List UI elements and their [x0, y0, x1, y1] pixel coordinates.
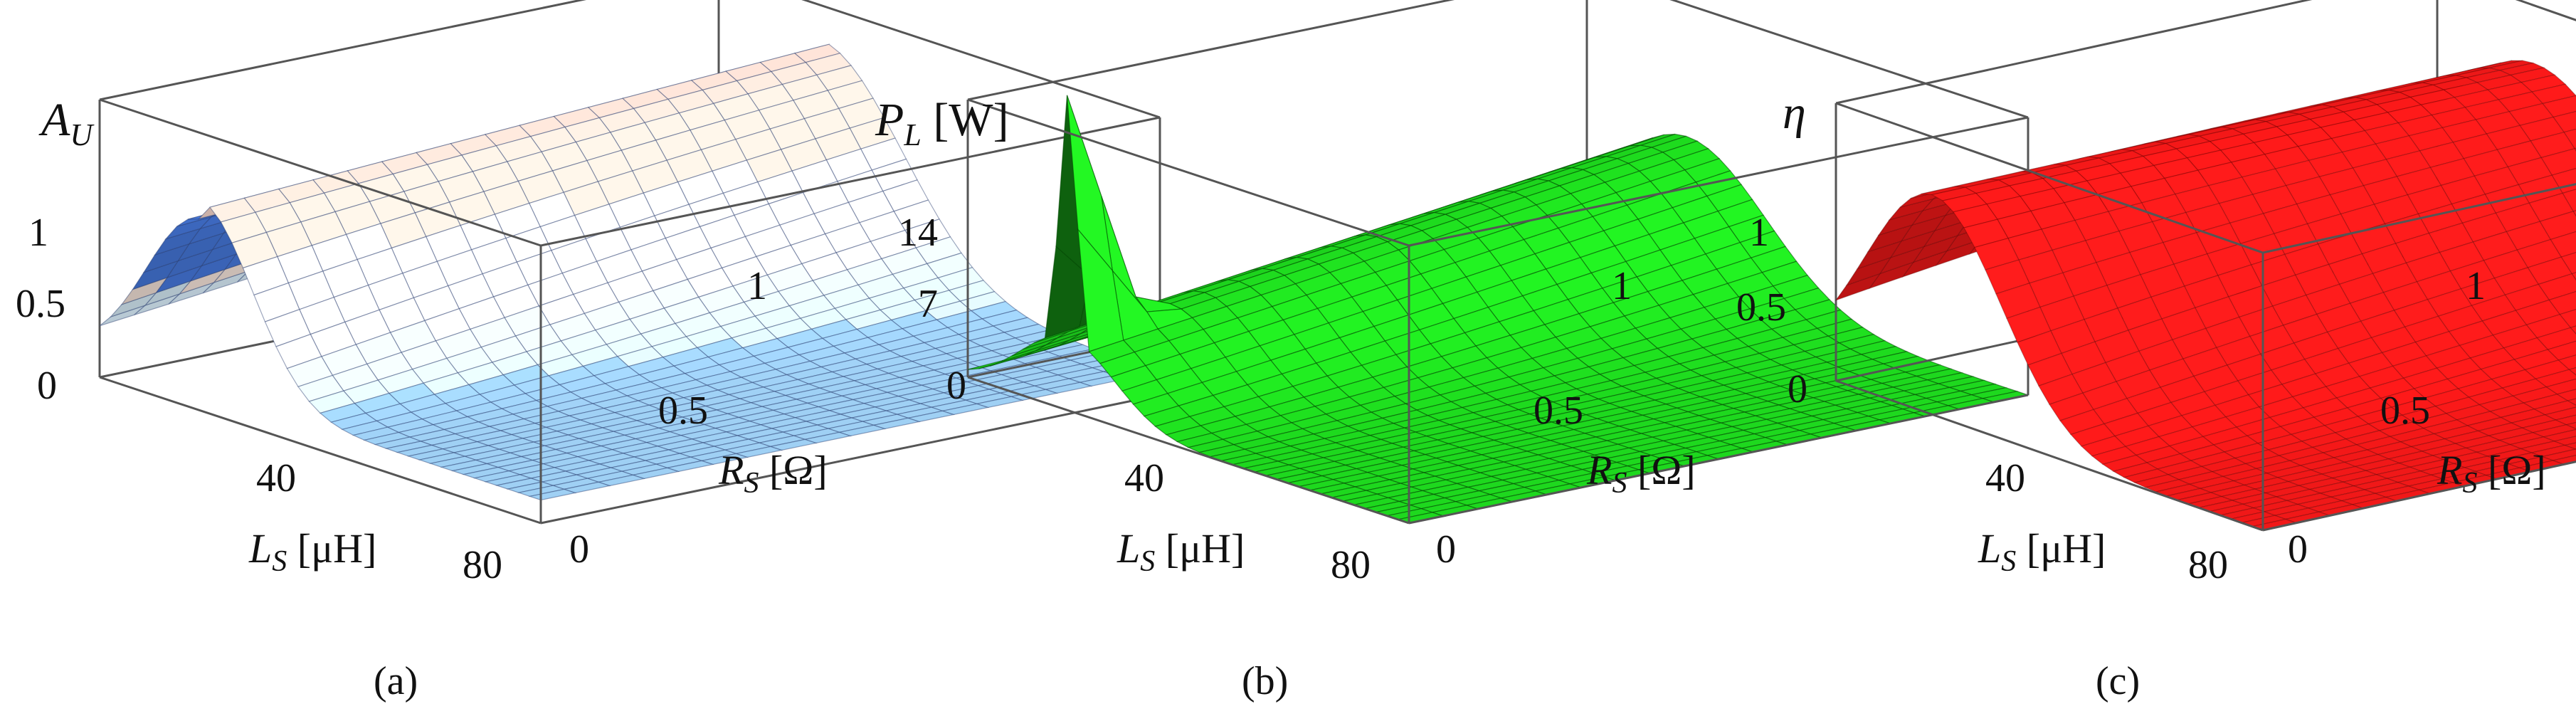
y-tick-1: 1 — [1612, 264, 1632, 308]
box-edge — [1669, 0, 2029, 119]
surface-patch — [596, 474, 646, 487]
x-tick-40: 40 — [256, 456, 296, 500]
surface-patch — [665, 460, 715, 473]
surface-patch — [906, 410, 956, 423]
z-tick-1: 1 — [1749, 211, 1769, 255]
y-tick-1: 1 — [2466, 264, 2486, 308]
surface-patch — [2565, 421, 2576, 430]
z-axis-label-c: η — [1783, 87, 1806, 139]
surface-patch — [1009, 389, 1059, 401]
surface-patch — [803, 431, 852, 444]
box-edge — [99, 98, 542, 247]
z-tick-0.5: 0.5 — [1736, 285, 1786, 330]
surface-a — [99, 43, 1162, 501]
box-front-edges — [1835, 0, 2576, 532]
y-tick-0.5: 0.5 — [2380, 389, 2430, 433]
surface-patch — [2539, 211, 2576, 241]
surface-patch — [1044, 381, 1093, 394]
surface-patch — [700, 453, 749, 465]
z-tick-0: 0 — [37, 364, 57, 408]
box-edge — [967, 0, 1455, 101]
x-axis-label-a: LS [μH] — [248, 525, 376, 578]
surface-patch — [2559, 309, 2576, 329]
y-tick-0.5: 0.5 — [658, 389, 708, 433]
surface-patch — [2560, 252, 2576, 275]
x-tick-40: 40 — [1985, 456, 2025, 500]
surface-patch — [838, 424, 887, 437]
surface-b — [967, 95, 2030, 524]
surface-patch — [2563, 128, 2576, 149]
surface-patch — [2543, 406, 2576, 421]
y-axis-label-b: RS [Ω] — [1586, 447, 1696, 500]
x-tick-80: 80 — [463, 543, 502, 587]
z-tick-1: 1 — [28, 211, 48, 255]
x-axis-label-b: LS [μH] — [1117, 525, 1245, 578]
y-tick-1: 1 — [747, 264, 767, 308]
z-tick-7: 7 — [918, 282, 938, 326]
box-edge — [2262, 183, 2576, 254]
caption-b: (b) — [1242, 659, 1288, 703]
surface-patch — [2570, 325, 2576, 335]
surface-patch — [872, 417, 922, 430]
box-edge — [1835, 102, 2264, 254]
x-axis-label-c: LS [μH] — [1978, 525, 2106, 578]
surface-patch — [2571, 272, 2576, 281]
box-edge — [99, 376, 542, 525]
box-edge — [540, 394, 1161, 525]
box-edge — [1835, 379, 2264, 532]
caption-c: (c) — [2096, 659, 2140, 703]
y-tick-0: 0 — [2288, 527, 2308, 572]
panel-a: AU 1 0.5 0 40 80 LS [μH] 0 0.5 1 RS [Ω] … — [16, 0, 1162, 703]
surface-patch — [562, 481, 612, 494]
surface-patch — [2533, 400, 2576, 416]
box-edge — [1408, 116, 2029, 247]
surface-patch — [631, 467, 680, 480]
surface-patch — [941, 403, 990, 416]
surface-patch — [2557, 354, 2576, 370]
panel-b: PL [W] 14 7 0 40 80 LS [μH] 0 0.5 1 RS [… — [875, 0, 2030, 703]
z-axis-label-b: PL [W] — [875, 94, 1009, 152]
y-axis-label-a: RS [Ω] — [718, 447, 828, 500]
panel-c: η 1 0.5 0 40 80 LS [μH] 0 0.5 1 RS [Ω] (… — [1736, 0, 2576, 703]
box-edge — [2262, 461, 2576, 532]
box-edge — [99, 0, 587, 101]
surface-patch — [769, 438, 818, 451]
box-edge — [1835, 0, 2313, 105]
z-tick-0.5: 0.5 — [16, 282, 65, 326]
box-edge — [967, 98, 1410, 247]
surface-patch — [734, 446, 783, 458]
surface-patch — [2545, 378, 2576, 395]
z-tick-14: 14 — [898, 211, 938, 255]
surface-patch — [2540, 148, 2576, 176]
x-tick-40: 40 — [1124, 456, 1164, 500]
box-edge — [1408, 394, 2029, 525]
y-tick-0: 0 — [1436, 527, 1456, 572]
surface-c — [1835, 60, 2576, 531]
y-tick-0.5: 0.5 — [1534, 389, 1583, 433]
surface-patch — [2538, 273, 2576, 301]
box-edge — [540, 116, 1161, 247]
surface-patch — [2550, 231, 2576, 258]
surface-patch — [975, 396, 1024, 409]
z-axis-label-a: AU — [38, 94, 95, 152]
y-tick-0: 0 — [569, 527, 589, 572]
x-tick-80: 80 — [1331, 543, 1371, 587]
y-axis-label-c: RS [Ω] — [2437, 447, 2546, 500]
box-edge — [967, 376, 1410, 525]
caption-a: (a) — [374, 659, 418, 703]
box-edge — [801, 0, 1161, 119]
box-front-edges — [967, 0, 2029, 525]
x-tick-80: 80 — [2188, 543, 2228, 587]
z-tick-0: 0 — [1788, 367, 1807, 411]
surface-patch — [2567, 367, 2576, 376]
surface-patch — [2572, 210, 2576, 217]
z-tick-0: 0 — [946, 364, 966, 408]
